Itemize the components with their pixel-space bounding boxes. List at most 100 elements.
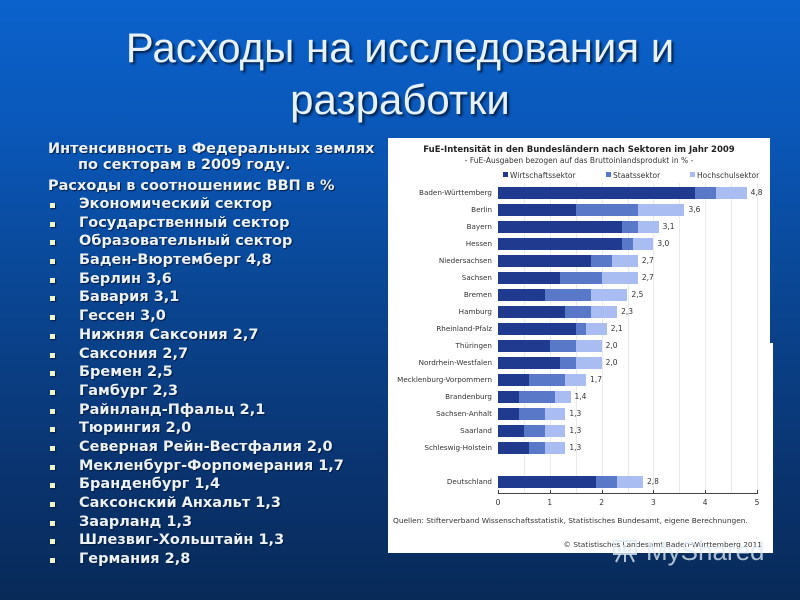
stacked-bar (498, 442, 566, 454)
legend-label: Staatssektor (613, 171, 661, 180)
bar-segment (544, 425, 566, 437)
bar-segment (523, 425, 545, 437)
bar-segment (549, 340, 576, 352)
square-bullet-icon (50, 240, 55, 246)
legend-label: Wirtschaftssektor (510, 171, 576, 180)
bar-row: Schleswig-Holstein 1,3 (388, 441, 768, 455)
value-label: 4,8 (750, 188, 763, 197)
category-label: Baden-Württemberg (419, 188, 492, 197)
bullet-item: Нижняя Саксония 2,7 (48, 326, 378, 345)
bar-segment (544, 408, 566, 420)
stacked-bar (498, 357, 602, 369)
bullet-item: Заарланд 1,3 (48, 513, 378, 532)
bullet-item: Бавария 3,1 (48, 288, 378, 307)
legend-swatch-icon (606, 172, 611, 177)
bar-segment (498, 204, 576, 216)
square-bullet-icon (50, 408, 55, 414)
gridline (731, 183, 733, 493)
presentation-board-icon (613, 540, 637, 563)
bullet-text: Бранденбург 1,4 (79, 476, 221, 493)
category-label: Bremen (463, 290, 492, 299)
bullet-text: Гессен 3,0 (79, 308, 166, 325)
square-bullet-icon (50, 371, 55, 377)
square-bullet-icon (50, 464, 55, 470)
stacked-bar (498, 340, 602, 352)
category-label: Niedersachsen (438, 256, 492, 265)
legend-swatch-icon (690, 172, 695, 177)
bar-segment (565, 374, 587, 386)
chart-edge (769, 343, 773, 553)
legend-item: Hochschulsektor (690, 171, 759, 180)
stacked-bar (498, 408, 566, 420)
tick-label: 1 (547, 498, 553, 507)
category-label: Hessen (465, 239, 492, 248)
bar-row: Thüringen 2,0 (388, 339, 768, 353)
bullet-text: Саксония 2,7 (79, 345, 189, 362)
bullet-text: Северная Рейн-Вестфалия 2,0 (79, 438, 333, 455)
category-label: Berlin (471, 205, 492, 214)
bar-segment (565, 306, 592, 318)
bullet-text: Экономический сектор (79, 196, 273, 212)
bar-segment (498, 391, 519, 403)
value-label: 1,3 (569, 426, 582, 435)
bar-row: Bayern 3,1 (388, 220, 768, 234)
bar-segment (637, 221, 659, 233)
legend-label: Hochschulsektor (697, 171, 760, 180)
square-bullet-icon (50, 221, 55, 227)
bullet-item: Райнланд-Пфальц 2,1 (48, 401, 378, 420)
value-label: 1,3 (569, 409, 582, 418)
bar-row: Nordrhein-Westfalen 2,0 (388, 356, 768, 370)
bar-segment (611, 255, 638, 267)
bar-segment (498, 408, 519, 420)
stacked-bar (498, 476, 644, 488)
bullet-item: Образовательный сектор (48, 232, 378, 251)
bar-segment (560, 357, 576, 369)
gridline (757, 183, 758, 493)
bullet-text: Гамбург 2,3 (79, 382, 179, 399)
square-bullet-icon (50, 389, 55, 395)
stacked-bar (498, 323, 607, 335)
bar-segment (591, 289, 628, 301)
square-bullet-icon (50, 558, 55, 564)
bullet-text: Образовательный сектор (79, 233, 293, 250)
axis-tick (498, 490, 499, 494)
bar-segment (498, 340, 550, 352)
bullet-item: Германия 2,8 (48, 550, 378, 569)
intro-line-1: Интенсивность в Федеральных землях (48, 141, 375, 157)
bar-segment (498, 238, 623, 250)
category-label: Nordrhein-Westfalen (418, 358, 492, 367)
chart-copyright: © Statistisches Landesamt Baden-Württemb… (563, 540, 762, 549)
gridline (575, 183, 577, 493)
bar-row: Deutschland 2,8 (388, 475, 768, 489)
bar-segment (575, 323, 587, 335)
square-bullet-icon (50, 352, 55, 358)
square-bullet-icon (50, 520, 55, 526)
chart-subtitle: - FuE-Ausgaben bezogen auf das Bruttoinl… (464, 156, 694, 165)
category-label: Deutschland (446, 477, 492, 486)
bar-segment (518, 408, 545, 420)
gridline (549, 183, 551, 493)
legend-swatch-icon (503, 172, 508, 177)
value-label: 2,3 (621, 307, 634, 316)
axis-tick (653, 490, 655, 494)
bar-row: Bremen 2,5 (388, 288, 768, 302)
bar-segment (498, 323, 576, 335)
bullet-item: Саксонский Анхальт 1,3 (48, 494, 378, 513)
bar-row: Berlin 3,6 (388, 203, 768, 217)
bar-segment (518, 391, 555, 403)
category-label: Rheinland-Pfalz (436, 324, 492, 333)
square-bullet-icon (50, 483, 55, 489)
category-label: Saarland (460, 426, 492, 435)
bar-segment (694, 187, 716, 199)
bullet-item: Баден-Вюртемберг 4,8 (48, 251, 378, 270)
bar-segment (622, 238, 633, 250)
bullet-item: Бранденбург 1,4 (48, 475, 378, 494)
gridline (523, 183, 525, 493)
bar-segment (498, 187, 695, 199)
bar-segment (498, 221, 623, 233)
bar-segment (575, 340, 602, 352)
square-bullet-icon (50, 277, 55, 283)
bullet-item: Северная Рейн-Вестфалия 2,0 (48, 438, 378, 457)
bullet-list: Экономический сектор Государственный сект… (48, 195, 378, 569)
value-label: 3,6 (688, 205, 701, 214)
